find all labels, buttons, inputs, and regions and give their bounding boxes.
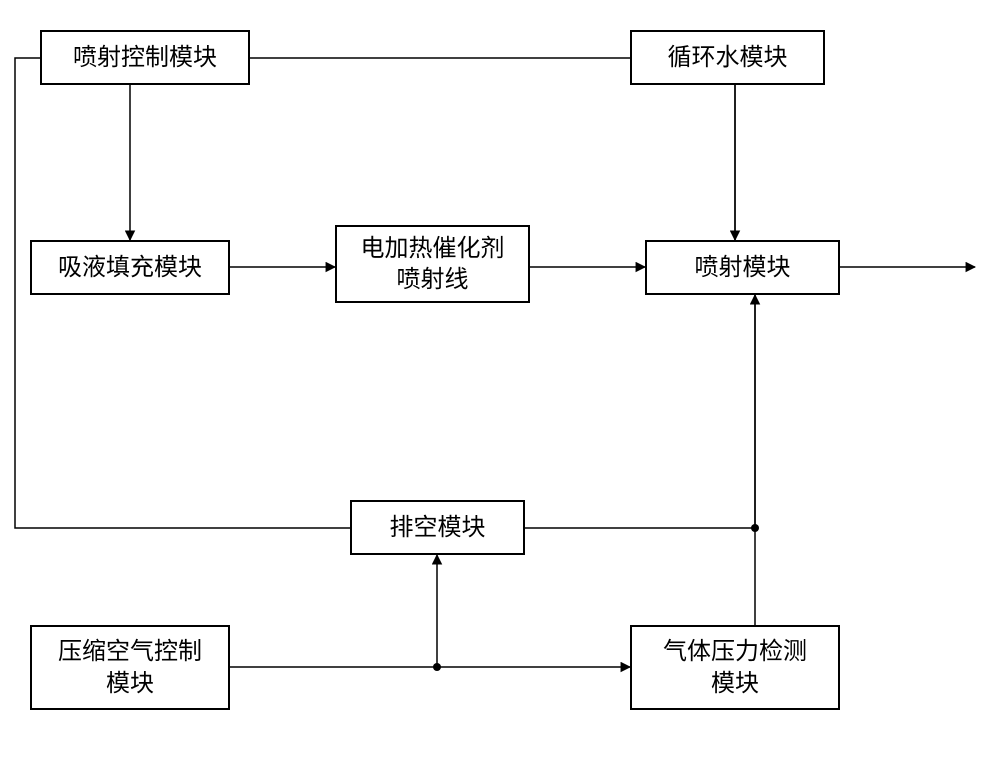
node-n_circ_water: 循环水模块 (630, 30, 825, 85)
node-label: 气体压力检测 模块 (663, 636, 807, 698)
flowchart-canvas: 喷射控制模块 循环水模块吸液填充模块 电加热催化剂 喷射线 喷射模块排空模块压缩空气控… (0, 0, 1000, 776)
node-label: 电加热催化剂 喷射线 (361, 233, 505, 295)
edge (250, 58, 735, 240)
node-n_spray_ctrl: 喷射控制模块 (40, 30, 250, 85)
node-label: 压缩空气控制 模块 (58, 636, 202, 698)
node-n_fill: 吸液填充模块 (30, 240, 230, 295)
junction-dot (433, 663, 441, 671)
node-n_spray: 喷射模块 (645, 240, 840, 295)
edge (525, 295, 755, 528)
node-n_air_ctrl: 压缩空气控制 模块 (30, 625, 230, 710)
node-n_heater: 电加热催化剂 喷射线 (335, 225, 530, 303)
node-label: 循环水模块 (668, 42, 788, 73)
node-label: 吸液填充模块 (58, 252, 202, 283)
junction-dot (751, 524, 759, 532)
node-label: 排空模块 (390, 512, 486, 543)
node-n_vent: 排空模块 (350, 500, 525, 555)
node-label: 喷射控制模块 (73, 42, 217, 73)
node-label: 喷射模块 (695, 252, 791, 283)
node-n_press_det: 气体压力检测 模块 (630, 625, 840, 710)
